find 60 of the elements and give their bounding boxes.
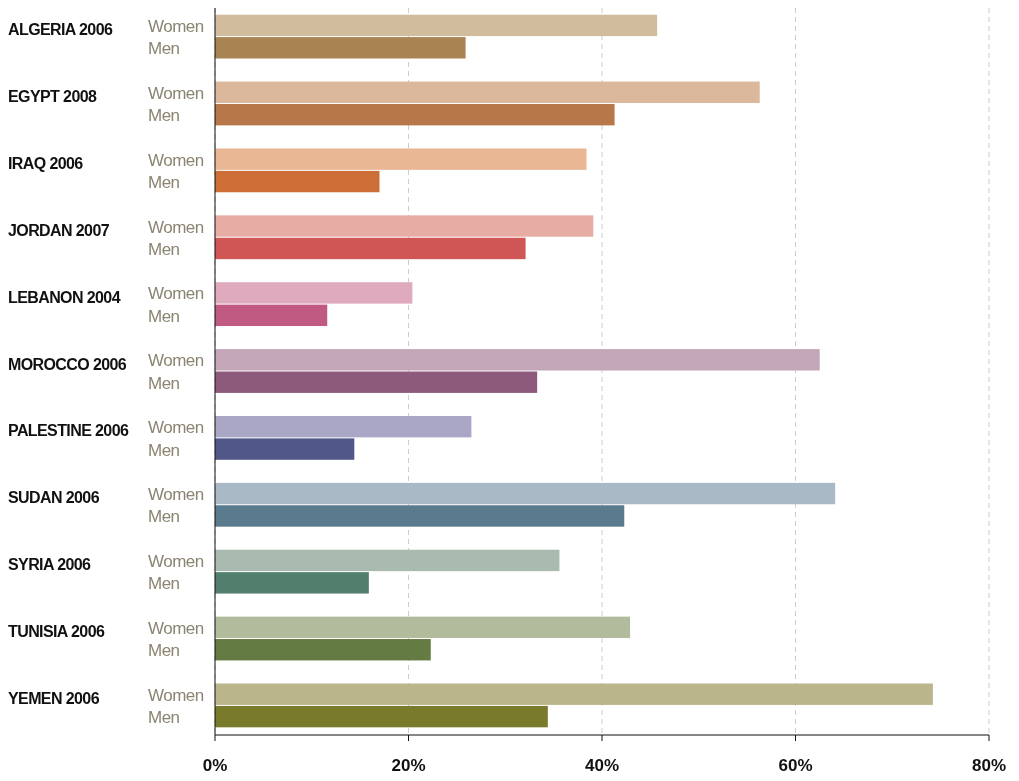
bar (215, 37, 466, 59)
y-tick-label: EGYPT 2008 (8, 87, 97, 105)
text: Women (148, 485, 204, 505)
x-tick-label: 80% (971, 756, 1007, 775)
text: Men (148, 507, 180, 527)
bar (215, 237, 526, 260)
bar (215, 148, 587, 170)
y-tick-label: JORDAN 2007 (8, 221, 110, 239)
bar (215, 282, 413, 304)
bar (215, 170, 380, 193)
y-tick-label: LEBANON 2004 (8, 288, 121, 306)
text: Men (148, 239, 180, 259)
text: Women (148, 284, 204, 304)
bar (215, 549, 560, 572)
y-tick-label: TUNISIA 2006 (8, 623, 105, 641)
text: Men (148, 39, 180, 59)
x-tick-label: 0% (202, 756, 228, 775)
series-label: Women (148, 16, 204, 36)
y-tick-label: PALESTINE 2006 (8, 422, 129, 440)
bar (215, 505, 625, 527)
text: Women (148, 351, 204, 371)
y-tick-label: IRAQ 2006 (8, 154, 84, 172)
text: Women (148, 685, 204, 705)
text: Women (148, 217, 204, 237)
text: Men (148, 440, 180, 460)
text: Women (148, 83, 204, 103)
bar (215, 482, 836, 505)
bar (215, 81, 760, 103)
text: Men (148, 173, 180, 193)
text: Men (148, 641, 180, 661)
y-tick-label: SYRIA 2006 (8, 556, 92, 574)
text: Women (148, 551, 204, 571)
bar (215, 639, 431, 661)
bar (215, 683, 933, 705)
text: Men (148, 106, 180, 126)
y-tick-label: MOROCCO 2006 (8, 355, 127, 373)
bar (215, 349, 820, 371)
bar (215, 103, 615, 126)
text: Men (148, 306, 180, 326)
text: Women (148, 618, 204, 638)
bar (215, 371, 538, 393)
text: Men (148, 574, 180, 594)
x-tick-label: 60% (778, 756, 813, 775)
y-tick-label: SUDAN 2006 (8, 489, 100, 507)
bar (215, 14, 658, 37)
y-tick-label: ALGERIA 2006 (8, 21, 113, 39)
bar (215, 438, 355, 460)
text: Men (148, 708, 180, 728)
y-tick-label: YEMEN 2006 (8, 689, 100, 707)
bar (215, 705, 548, 728)
bar (215, 616, 631, 639)
bar (215, 415, 472, 438)
bar (215, 572, 369, 594)
x-tick-label: 20% (391, 756, 426, 775)
text: Women (148, 418, 204, 438)
bar (215, 304, 328, 327)
x-tick-label: 40% (584, 756, 620, 775)
text: Women (148, 150, 204, 170)
text: Men (148, 373, 180, 393)
bar (215, 215, 594, 237)
